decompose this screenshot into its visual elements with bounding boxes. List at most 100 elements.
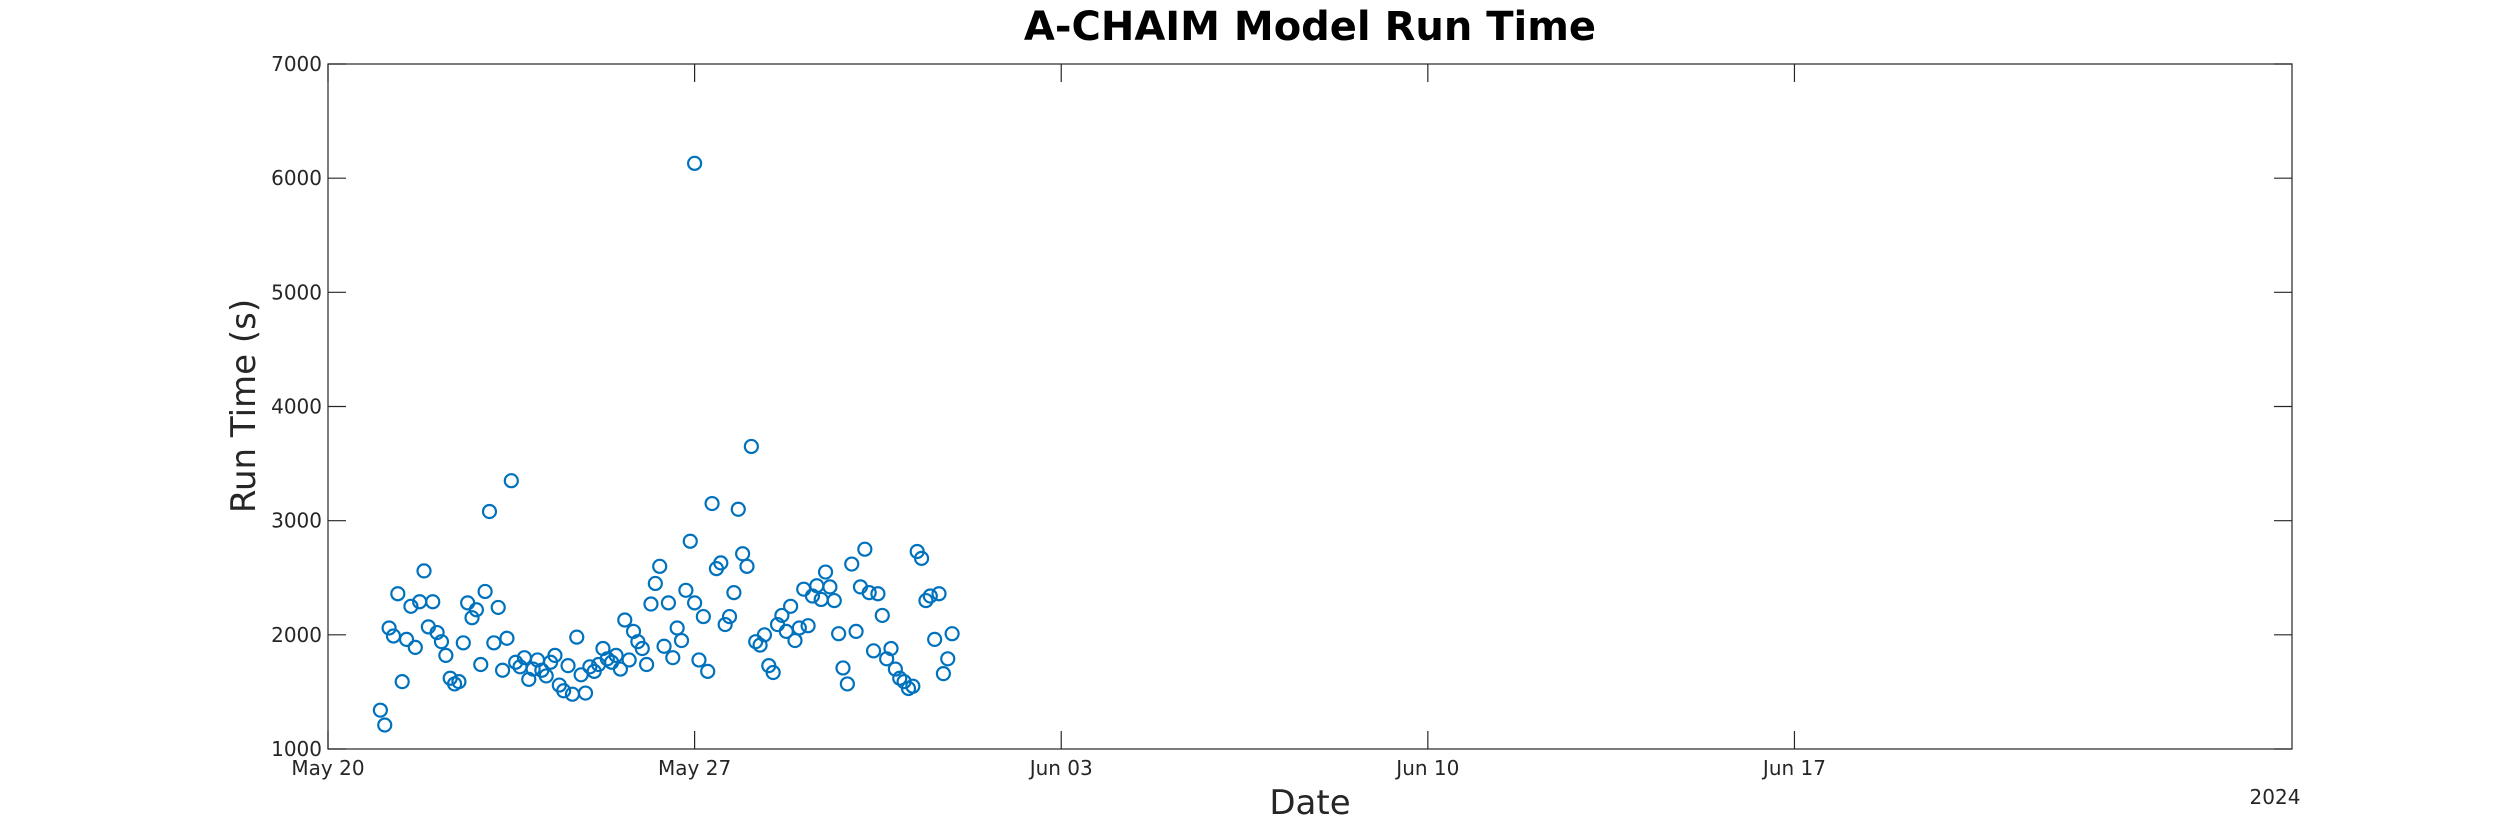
data-point	[787, 632, 803, 649]
data-point	[735, 546, 751, 562]
data-point	[647, 575, 663, 592]
data-point	[634, 640, 650, 657]
data-point	[704, 495, 720, 512]
data-point	[582, 659, 598, 675]
data-point	[739, 558, 755, 574]
y-axis-label: Run Time (s)	[224, 299, 264, 513]
data-point	[372, 702, 388, 718]
data-point	[403, 598, 419, 614]
data-point	[398, 631, 415, 648]
data-point	[425, 594, 441, 610]
data-point	[857, 541, 873, 557]
data-point	[569, 629, 585, 645]
data-point	[486, 635, 502, 651]
data-point	[665, 650, 681, 666]
data-point	[691, 652, 707, 668]
data-point	[783, 598, 799, 614]
data-point	[835, 660, 851, 676]
y-tick-label: 3000	[271, 509, 322, 533]
x-axis-secondary-label: 2024	[2250, 785, 2301, 809]
data-point	[508, 654, 524, 670]
data-point	[377, 717, 393, 733]
data-point	[765, 664, 781, 681]
data-point	[721, 608, 738, 625]
data-point	[460, 595, 476, 611]
data-point	[717, 616, 733, 633]
x-tick-label: Jun 10	[1394, 756, 1459, 780]
data-point	[464, 610, 480, 626]
data-point	[927, 631, 943, 648]
data-point	[678, 582, 694, 598]
data-point	[612, 661, 629, 677]
data-point	[687, 595, 703, 611]
data-point	[656, 638, 672, 654]
chart-title: A-CHAIM Model Run Time	[1024, 4, 1596, 50]
data-point	[390, 586, 406, 602]
data-points	[372, 155, 960, 733]
data-point	[848, 623, 864, 640]
y-tick-label: 4000	[271, 395, 322, 419]
data-point	[800, 618, 816, 634]
data-point	[503, 473, 519, 489]
data-point	[892, 670, 908, 686]
data-point	[538, 668, 554, 684]
data-point	[525, 661, 541, 677]
data-point	[796, 581, 812, 597]
data-point	[547, 647, 563, 663]
data-point	[839, 676, 855, 692]
data-point	[913, 550, 930, 566]
data-point	[381, 620, 397, 636]
data-point	[883, 640, 899, 657]
y-tick-label: 1000	[271, 737, 322, 761]
y-axis-ticks: 1000 2000 3000 4000 5000 6000 7000	[271, 52, 2292, 761]
data-point	[599, 651, 615, 667]
plot-area-box	[327, 63, 2293, 750]
x-tick-label: May 20	[291, 756, 364, 780]
x-tick-label: May 27	[658, 756, 731, 780]
x-axis-ticks: May 20 May 27 Jun 03 Jun 10 Jun 17	[291, 64, 1826, 780]
data-point	[756, 627, 773, 643]
data-point	[429, 624, 445, 641]
data-point	[608, 647, 624, 663]
data-point	[726, 584, 742, 601]
data-point	[481, 503, 498, 520]
data-point	[791, 620, 807, 636]
data-point	[499, 630, 515, 646]
data-point	[617, 612, 633, 628]
data-point	[905, 678, 921, 694]
data-point	[865, 643, 882, 659]
x-axis-label: Date	[1269, 783, 1350, 823]
data-point	[621, 652, 637, 668]
data-point	[468, 602, 484, 618]
data-point	[473, 656, 489, 673]
data-point	[743, 438, 759, 455]
data-point	[700, 663, 716, 679]
x-tick-label: Jun 03	[1028, 756, 1093, 780]
data-point	[931, 586, 947, 602]
data-point	[490, 599, 506, 616]
data-point	[639, 656, 655, 673]
data-point	[438, 647, 454, 663]
data-point	[695, 608, 711, 625]
data-point	[407, 639, 423, 655]
data-point	[577, 685, 594, 701]
y-tick-label: 5000	[271, 280, 322, 304]
data-point	[922, 588, 938, 604]
data-point	[887, 661, 903, 677]
data-point	[433, 634, 450, 650]
data-point	[416, 563, 432, 579]
data-point	[394, 674, 410, 690]
data-point	[643, 596, 659, 612]
x-tick-label: Jun 17	[1761, 756, 1826, 780]
data-point	[669, 620, 685, 636]
data-point	[918, 592, 934, 609]
data-point	[713, 555, 729, 571]
data-point	[831, 626, 847, 642]
data-point	[494, 662, 511, 678]
data-point	[660, 595, 677, 611]
data-point	[774, 607, 790, 624]
y-tick-label: 7000	[271, 52, 322, 76]
data-point	[687, 155, 703, 171]
